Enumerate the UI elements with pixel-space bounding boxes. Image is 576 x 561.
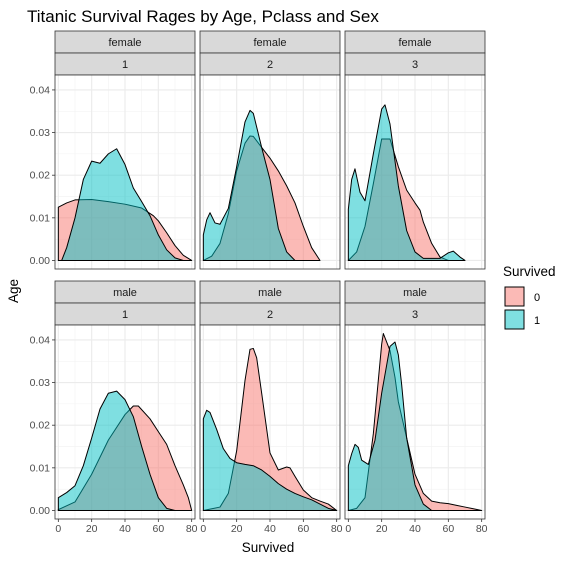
facet-strip-pclass-label: 2: [267, 309, 273, 321]
density-area-survived-1: [347, 104, 466, 261]
facet-strip-sex-label: male: [113, 287, 137, 299]
panel-border: [54, 74, 196, 270]
x-tick-label: 60: [442, 523, 454, 535]
x-tick-label: 80: [476, 523, 488, 535]
y-tick-label: 0.04: [30, 334, 51, 346]
panel-border: [344, 74, 486, 270]
y-tick-label: 0.01: [30, 212, 51, 224]
y-tick-label: 0.01: [30, 462, 51, 474]
density-area-survived-1: [61, 148, 184, 261]
x-tick-label: 0: [345, 523, 351, 535]
x-tick-label: 40: [409, 523, 421, 535]
x-tick-label: 80: [186, 523, 198, 535]
facet-male-1: male 1 0.00 0.01 0.02 0.03 0.04 0 20 40 60 80: [30, 280, 198, 535]
y-tick-label: 0.00: [30, 505, 51, 517]
facet-female-1: female 1 0.00 0.01 0.02 0.03 0.04: [30, 30, 196, 270]
facet-strip-pclass-label: 3: [412, 59, 418, 71]
facet-strip-sex-label: male: [258, 287, 282, 299]
facet-strip-pclass-label: 1: [122, 59, 128, 71]
facet-strip-sex-label: female: [398, 37, 431, 49]
x-tick-label: 20: [86, 523, 98, 535]
facet-male-3: male 3 0 20 40 60 80: [344, 280, 488, 535]
x-tick-label: 0: [55, 523, 61, 535]
legend: Survived 01: [503, 264, 556, 330]
x-tick-label: 0: [200, 523, 206, 535]
legend-label-1: 1: [534, 315, 540, 327]
x-tick-label: 20: [376, 523, 388, 535]
y-tick-label: 0.03: [30, 377, 51, 389]
facet-strip-sex-label: female: [108, 37, 141, 49]
y-tick-label: 0.04: [30, 84, 51, 96]
density-area-survived-1: [202, 109, 296, 261]
facet-strip-sex-label: male: [403, 287, 427, 299]
y-axis-title: Age: [6, 279, 21, 303]
legend-key-1: [504, 309, 525, 330]
y-tick-label: 0.00: [30, 255, 51, 267]
x-tick-label: 40: [264, 523, 276, 535]
facet-female-3: female 3: [344, 30, 486, 270]
y-tick-label: 0.02: [30, 420, 51, 432]
facet-female-2: female 2: [199, 30, 341, 270]
facet-strip-pclass-label: 2: [267, 59, 273, 71]
x-tick-label: 40: [119, 523, 131, 535]
y-tick-label: 0.02: [30, 170, 51, 182]
density-area-survived-1: [57, 390, 176, 511]
facet-grid: female10.000.010.020.030.04female2female…: [30, 30, 488, 535]
legend-key-0: [504, 286, 525, 307]
legend-entries: 01: [504, 286, 540, 330]
chart-title: Titanic Survival Rages by Age, Pclass an…: [27, 7, 379, 26]
facet-strip-pclass-label: 3: [412, 309, 418, 321]
x-tick-label: 60: [152, 523, 164, 535]
legend-title: Survived: [503, 264, 556, 279]
density-area-survived-1: [202, 409, 338, 511]
x-tick-label: 80: [331, 523, 343, 535]
y-tick-label: 0.03: [30, 127, 51, 139]
facet-strip-pclass-label: 1: [122, 309, 128, 321]
facet-strip-sex-label: female: [253, 37, 286, 49]
panel-border: [199, 74, 341, 270]
legend-label-0: 0: [534, 292, 540, 304]
x-axis-title: Survived: [242, 540, 295, 555]
x-tick-label: 20: [231, 523, 243, 535]
x-tick-label: 60: [297, 523, 309, 535]
density-area-survived-1: [347, 341, 433, 511]
